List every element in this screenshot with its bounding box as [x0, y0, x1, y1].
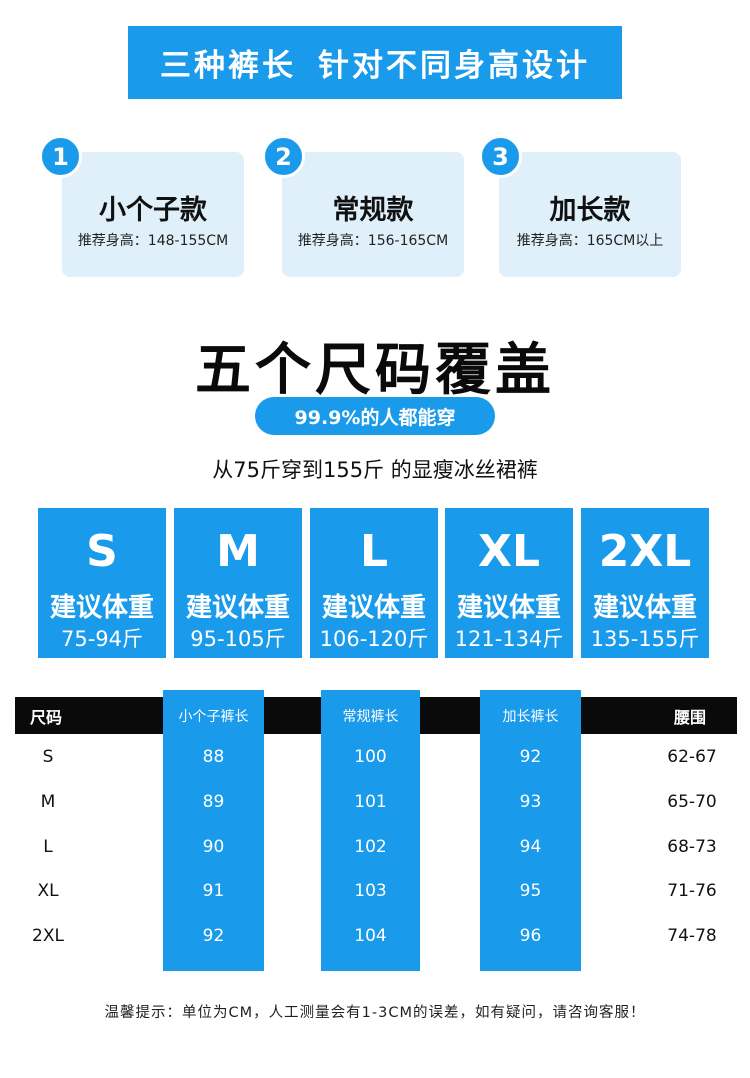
footer-note: 温馨提示：单位为CM，人工测量会有1-3CM的误差，如有疑问，请咨询客服！ — [104, 1005, 646, 1021]
size-letter: XL — [478, 526, 540, 577]
cell-size: 2XL — [32, 926, 64, 946]
weight-label: 建议体重 — [185, 593, 290, 623]
weight-label: 建议体重 — [49, 593, 154, 623]
length-card-long: 加长款 推荐身高：165CM以上 — [499, 152, 681, 277]
length-height: 推荐身高：156-165CM — [297, 233, 449, 249]
size-letter: 2XL — [598, 526, 692, 577]
length-name: 小个子款 — [99, 195, 207, 226]
cell-waist: 71-76 — [667, 881, 717, 901]
cell-regular-length: 104 — [354, 926, 387, 946]
cell-waist: 65-70 — [667, 792, 717, 812]
header-petite-length: 小个子裤长 — [178, 708, 249, 725]
cell-long-length: 96 — [519, 926, 542, 946]
cell-waist: 74-78 — [667, 926, 717, 946]
length-height: 推荐身高：165CM以上 — [516, 233, 664, 249]
cell-regular-length: 100 — [354, 747, 387, 767]
size-card-l: L 建议体重 106-120斤 — [310, 508, 438, 658]
number-badge-1: 1 — [39, 135, 82, 178]
cell-waist: 68-73 — [667, 837, 717, 857]
size-letter: S — [86, 526, 118, 577]
sizes-title: 五个尺码覆盖 — [195, 338, 555, 403]
weight-range: 106-120斤 — [319, 627, 429, 651]
weight-range: 121-134斤 — [454, 627, 564, 651]
weight-label: 建议体重 — [592, 593, 697, 623]
cell-size: M — [40, 792, 56, 812]
cell-petite-length: 90 — [202, 837, 225, 857]
sizes-subtitle: 从75斤穿到155斤 的显瘦冰丝裙裤 — [212, 458, 538, 482]
cell-petite-length: 91 — [202, 881, 225, 901]
size-letter: M — [216, 526, 260, 577]
cell-petite-length: 88 — [202, 747, 225, 767]
column-long-length — [480, 690, 581, 971]
cell-regular-length: 103 — [354, 881, 387, 901]
number-badge-2: 2 — [262, 135, 305, 178]
coverage-pill: 99.9%的人都能穿 — [255, 397, 495, 435]
weight-range: 75-94斤 — [60, 627, 144, 651]
size-card-xl: XL 建议体重 121-134斤 — [445, 508, 573, 658]
weight-range: 95-105斤 — [190, 627, 286, 651]
top-banner: 三种裤长 针对不同身高设计 — [128, 26, 622, 99]
cell-regular-length: 102 — [354, 837, 387, 857]
cell-petite-length: 92 — [202, 926, 225, 946]
cell-long-length: 94 — [519, 837, 542, 857]
length-card-petite: 小个子款 推荐身高：148-155CM — [62, 152, 244, 277]
banner-title-part2: 针对不同身高设计 — [318, 48, 590, 84]
length-name: 常规款 — [332, 195, 414, 226]
cell-petite-length: 89 — [202, 792, 225, 812]
cell-size: XL — [37, 881, 59, 901]
header-waist: 腰围 — [673, 707, 706, 727]
cell-size: L — [43, 837, 53, 857]
weight-label: 建议体重 — [456, 593, 561, 623]
weight-range: 135-155斤 — [590, 627, 700, 651]
header-long-length: 加长裤长 — [502, 708, 559, 725]
weight-label: 建议体重 — [321, 593, 426, 623]
length-card-regular: 常规款 推荐身高：156-165CM — [282, 152, 464, 277]
banner-title-part1: 三种裤长 — [160, 48, 296, 84]
length-height: 推荐身高：148-155CM — [77, 233, 229, 249]
cell-long-length: 92 — [519, 747, 542, 767]
size-card-2xl: 2XL 建议体重 135-155斤 — [581, 508, 709, 658]
cell-waist: 62-67 — [667, 747, 717, 767]
cell-long-length: 93 — [519, 792, 542, 812]
cell-regular-length: 101 — [354, 792, 387, 812]
column-regular-length — [321, 690, 420, 971]
cell-long-length: 95 — [519, 881, 542, 901]
size-card-m: M 建议体重 95-105斤 — [174, 508, 302, 658]
cell-size: S — [42, 747, 54, 767]
column-petite-length — [163, 690, 264, 971]
size-card-s: S 建议体重 75-94斤 — [38, 508, 166, 658]
header-regular-length: 常规裤长 — [342, 708, 399, 725]
number-badge-3: 3 — [479, 135, 522, 178]
length-name: 加长款 — [549, 195, 631, 226]
size-letter: L — [359, 526, 389, 577]
header-size: 尺码 — [30, 707, 63, 727]
